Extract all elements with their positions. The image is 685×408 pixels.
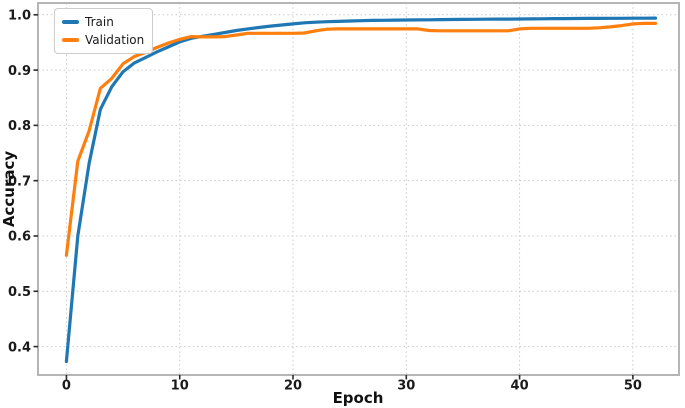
legend-item-train: Train xyxy=(62,15,144,29)
grid-layer xyxy=(38,3,679,375)
x-tick-label: 20 xyxy=(284,379,302,394)
train-line-swatch xyxy=(62,20,79,24)
x-tick-label: 30 xyxy=(397,379,415,394)
y-tick-label: 0.6 xyxy=(8,230,31,245)
validation-series-line xyxy=(64,21,658,257)
legend-label-train: Train xyxy=(85,15,114,29)
axes-spines xyxy=(37,2,680,376)
legend-label-validation: Validation xyxy=(85,33,145,47)
y-tick-label: 0.9 xyxy=(8,64,31,79)
validation-line-swatch xyxy=(62,38,79,42)
x-tick-label: 50 xyxy=(624,379,642,394)
y-tick-label: 0.4 xyxy=(8,340,31,355)
x-tick-label: 0 xyxy=(62,379,71,394)
x-tick-label: 10 xyxy=(171,379,189,394)
y-tick-label: 0.7 xyxy=(8,174,31,189)
plot-border xyxy=(37,2,680,376)
tick-layer: 0 10 20 30 40 50 0.4 0.5 0.6 0.7 0.8 0.9 1.0 xyxy=(8,8,642,393)
y-tick-label: 0.5 xyxy=(8,285,31,300)
x-axis-label: Epoch xyxy=(333,389,384,407)
x-tick-label: 40 xyxy=(511,379,529,394)
y-tick-label: 0.8 xyxy=(8,119,31,134)
legend: Train Validation xyxy=(54,8,154,54)
legend-item-validation: Validation xyxy=(62,33,144,47)
series-layer xyxy=(64,16,658,364)
y-axis-label: Accuracy xyxy=(0,151,18,227)
train-series-line xyxy=(64,16,658,364)
y-tick-label: 1.0 xyxy=(8,8,31,23)
